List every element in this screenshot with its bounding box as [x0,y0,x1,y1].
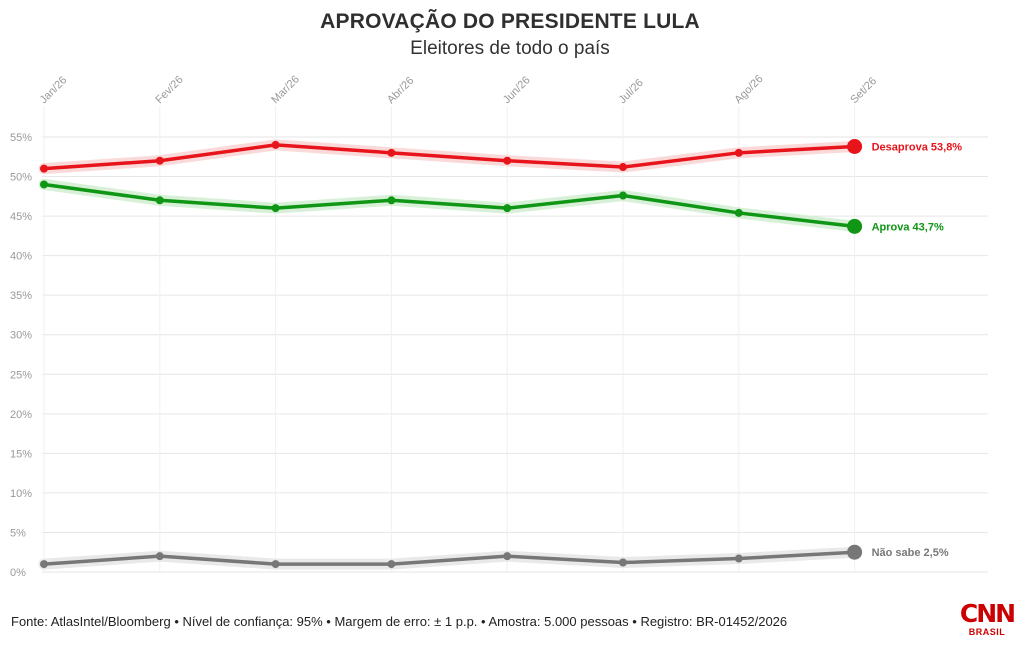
logo-subtext: BRASIL [968,627,1006,637]
source-note: Fonte: AtlasIntel/Bloomberg • Nível de c… [11,614,788,629]
data-point [387,148,396,157]
data-point [619,191,627,200]
series-end-marker [847,544,863,560]
series-line [42,143,857,171]
data-point [503,156,512,165]
data-point [155,156,164,165]
series-end-marker [847,218,863,234]
logo-wordmark: CNN [959,599,1016,628]
data-point [734,148,743,157]
line-chart: 0% 5% 10% 15% 20% 25% 30% 35% 40% 45% 50% 55% Jan/26… [10,73,988,579]
data-point [619,163,627,172]
data-point [40,164,48,173]
data-point [503,552,512,561]
x-tick-label: Mar/26 [269,73,302,106]
series-end-label: Não sabe 2,5% [872,547,949,559]
data-point [734,208,743,217]
cnn-brasil-logo: CNN BRASIL [958,600,1016,640]
x-tick-label: Jul/26 [617,77,646,106]
data-point [155,552,164,561]
y-tick-label: 10% [10,488,32,500]
x-tick-label: Jan/26 [38,74,70,106]
data-point [40,180,48,189]
data-point [271,560,280,569]
series-end-label: Aprova 43,7% [872,221,944,233]
y-tick-label: 20% [10,409,32,421]
y-tick-label: 0% [10,567,26,579]
data-point [387,196,396,205]
x-tick-label: Set/26 [848,75,879,106]
series-end-label: Desaprova 53,8% [872,141,963,153]
y-tick-label: 5% [10,527,26,539]
y-tick-label: 55% [10,132,32,144]
x-tick-label: Jun/26 [501,74,533,106]
data-point [271,204,280,213]
data-point [155,196,164,205]
y-tick-label: 15% [10,448,32,460]
series-line [42,550,857,566]
chart-title: APROVAÇÃO DO PRESIDENTE LULA [320,10,700,33]
data-point [40,560,48,569]
data-point [503,204,512,213]
y-tick-label: 35% [10,290,32,302]
y-tick-label: 45% [10,211,32,223]
y-tick-label: 25% [10,369,32,381]
x-tick-label: Abr/26 [385,75,416,106]
data-point [271,140,280,149]
data-point [619,558,627,567]
data-point [734,554,743,563]
data-point [387,560,396,569]
y-tick-label: 30% [10,330,32,342]
series-end-marker [847,138,863,154]
chart-subtitle: Eleitores de todo o país [410,38,610,59]
y-tick-label: 40% [10,251,32,263]
y-tick-label: 50% [10,172,32,184]
x-tick-label: Fev/26 [153,74,185,106]
series-line [42,182,857,229]
x-tick-label: Ago/26 [732,73,765,106]
